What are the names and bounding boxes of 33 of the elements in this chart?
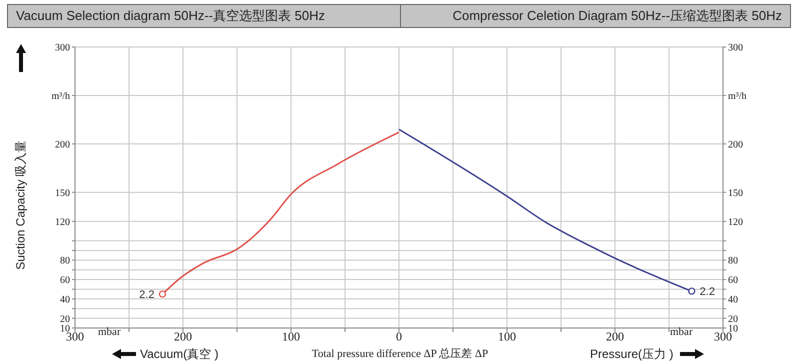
annotation: mbar [670,326,693,338]
y-axis-title: Suction Capacity 吸入量 [12,139,28,272]
x-tick-label: 0 [396,330,402,344]
y2-tick-label: 40 [728,294,738,306]
y2-tick-label: 200 [728,139,743,150]
x-tick-label: 100 [498,330,516,344]
x-tick-label: 200 [174,330,192,344]
text: Pressure(压力 ) [590,346,674,363]
x-tick-label: 100 [282,330,300,344]
y-tick-label: 200 [55,139,70,150]
y2-tick-label: 300 [728,42,743,54]
y2-tick-label: 80 [728,256,738,267]
y-tick-label: 150 [55,188,70,199]
y2-tick-label: 150 [728,188,743,199]
y-tick-label: 40 [60,294,70,306]
y-tick-label: 300 [55,42,70,54]
y2-tick-label: 20 [728,314,738,325]
annotation: 2.2 [700,286,715,298]
y-tick-label: 80 [60,256,70,267]
y2-tick-label: 120 [728,216,743,228]
annotation: 2.2 [139,288,154,301]
x-tick-label: 200 [606,330,624,344]
chart-title: Vacuum Selection diagram 50Hz--真空选型图表 50Hz [7,4,407,28]
y-tick-label: m³/h [51,91,70,102]
y2-tick-label: m³/h [728,91,747,102]
chart-subtitle: Compressor Celetion Diagram 50Hz--压缩选型图表 50Hz [400,4,791,28]
y-tick-label: 20 [60,314,70,325]
y-tick-label: 120 [55,216,70,228]
annotation: mbar [98,326,121,338]
x-axis-title: Total pressure difference ΔP 总压差 ΔP [310,347,490,361]
y2-tick-label: 60 [728,275,738,286]
y-tick-label: 60 [60,275,70,286]
text: Vacuum(真空 ) [140,346,218,363]
